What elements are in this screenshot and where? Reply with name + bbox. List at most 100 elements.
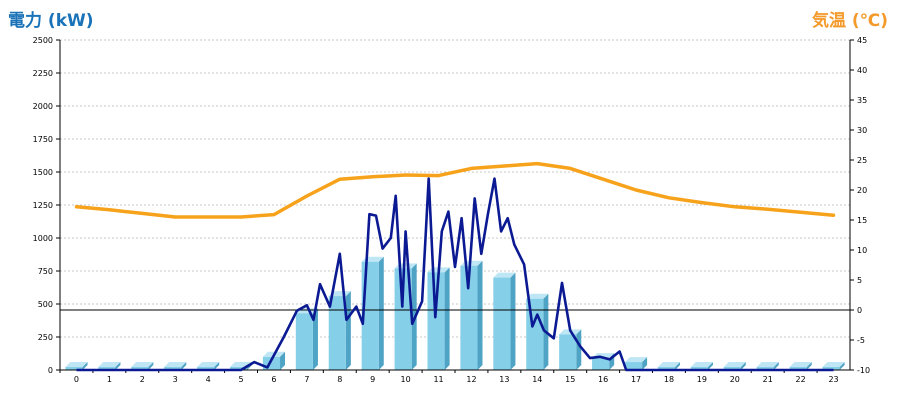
x-tick-label: 4 [206, 375, 211, 384]
left-tick-label: 2500 [33, 36, 53, 45]
power-bar-front [394, 268, 412, 370]
power-bar [131, 362, 154, 370]
power-bar-front [328, 296, 346, 370]
x-tick-label: 17 [631, 375, 641, 384]
right-tick-label: 10 [857, 246, 867, 255]
x-tick-label: 0 [74, 375, 79, 384]
data-lines [74, 161, 836, 372]
x-tick-label: 2 [140, 375, 145, 384]
x-tick-label: 22 [796, 375, 806, 384]
power-bar [98, 362, 121, 370]
power-bar-side [839, 362, 845, 370]
x-tick-label: 14 [532, 375, 542, 384]
power-bar-top [657, 362, 681, 367]
power-bar [592, 353, 615, 370]
x-tick-label: 20 [730, 375, 740, 384]
power-bar-top [822, 362, 845, 367]
power-bar-front [65, 367, 83, 370]
x-tick-label: 1 [107, 375, 112, 384]
power-bar [690, 362, 713, 370]
power-bar-top [789, 362, 812, 367]
x-tick-label: 10 [401, 375, 411, 384]
x-tick-label: 18 [664, 375, 674, 384]
tick-labels: 02505007501000125015001750200022502500-1… [33, 36, 870, 384]
power-bar [164, 362, 187, 370]
power-bar-front [164, 367, 182, 370]
power-bar-front [295, 313, 313, 370]
power-bar-side [214, 362, 220, 370]
power-bar-side [115, 362, 121, 370]
power-bar-front [592, 358, 610, 370]
power-bar-front [493, 277, 511, 370]
x-tick-label: 12 [466, 375, 476, 384]
power-bar [65, 362, 88, 370]
power-bar-top [723, 362, 746, 367]
power-bar [624, 357, 648, 370]
left-tick-label: 500 [38, 300, 53, 309]
power-bar-side [378, 256, 384, 370]
power-bar-side [345, 291, 351, 370]
right-tick-label: -5 [857, 336, 865, 345]
power-bar-front [98, 367, 116, 370]
power-bar-side [280, 351, 286, 370]
power-bar-side [82, 362, 88, 370]
power-bar [789, 362, 812, 370]
right-tick-label: 25 [857, 156, 867, 165]
x-tick-label: 15 [565, 375, 575, 384]
left-tick-label: 750 [38, 267, 53, 276]
power-bar-front [526, 298, 544, 370]
left-tick-label: 2000 [33, 102, 53, 111]
power-bar-side [148, 362, 154, 370]
power-bar-side [477, 260, 483, 370]
x-tick-label: 13 [499, 375, 509, 384]
left-tick-label: 1250 [33, 201, 53, 210]
power-bar [197, 362, 220, 370]
power-bar-side [740, 362, 746, 370]
right-tick-label: -10 [857, 366, 870, 375]
right-tick-label: 45 [857, 36, 867, 45]
left-tick-label: 1500 [33, 168, 53, 177]
power-bar-top [624, 357, 648, 363]
power-bar-front [822, 367, 840, 370]
power-bar-front [756, 367, 774, 370]
power-bar [657, 362, 681, 370]
power-bar-top [328, 291, 351, 297]
x-tick-label: 7 [304, 375, 309, 384]
power-bar-front [624, 362, 643, 370]
left-tick-label: 1750 [33, 135, 53, 144]
power-bar-side [181, 362, 187, 370]
power-bar-side [576, 329, 582, 370]
power-bar-side [510, 272, 516, 370]
right-tick-label: 0 [857, 306, 862, 315]
power-bar-top [690, 362, 713, 367]
power-bar-top [493, 272, 516, 278]
gridlines [60, 39, 850, 338]
temperature-line [74, 161, 836, 219]
x-tick-label: 16 [598, 375, 608, 384]
power-bar [493, 272, 516, 370]
right-tick-label: 40 [857, 66, 867, 75]
power-bar-side [312, 308, 318, 370]
power-bar [394, 263, 417, 370]
power-bar-top [98, 362, 121, 367]
power-bar [756, 362, 779, 370]
power-bar [723, 362, 746, 370]
power-bar-front [460, 265, 478, 370]
x-tick-label: 8 [337, 375, 342, 384]
power-bar-front [723, 367, 741, 370]
power-bar-side [806, 362, 812, 370]
power-bar-front [427, 272, 445, 370]
power-bar-front [690, 367, 708, 370]
power-bar-side [675, 362, 681, 370]
power-bar-top [197, 362, 220, 367]
power-bar [559, 329, 582, 370]
x-tick-label: 23 [828, 375, 838, 384]
left-axis-title: 電力 (kW) [8, 11, 94, 31]
x-tick-label: 6 [271, 375, 276, 384]
power-bar-side [707, 362, 713, 370]
right-axis-title: 気温 (℃) [811, 11, 888, 31]
power-line [76, 177, 834, 372]
x-tick-label: 21 [763, 375, 773, 384]
power-bar-front [559, 334, 577, 370]
